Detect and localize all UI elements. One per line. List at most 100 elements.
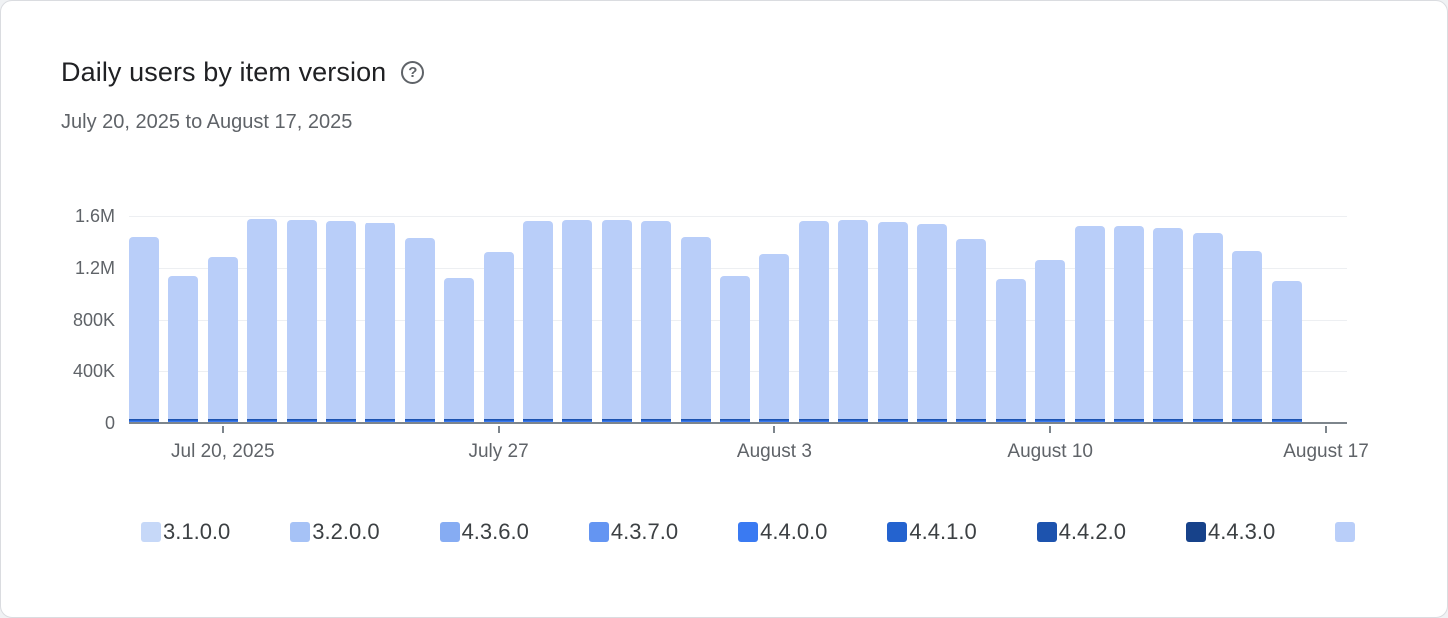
bar-segment-4.4.3.0 — [168, 418, 199, 420]
bar-segment-4.4.0.0 — [1271, 421, 1302, 422]
gridline — [129, 267, 1347, 269]
bar-day-14[interactable] — [641, 220, 672, 423]
help-icon[interactable]: ? — [401, 61, 425, 84]
bar-day-15[interactable] — [680, 236, 711, 423]
bar-day-17[interactable] — [759, 253, 790, 423]
bar-segment-4.4.3.0 — [1271, 418, 1302, 420]
bar-segment-4.4.3.0 — [1153, 418, 1184, 420]
bar-segment-4.4.1.0 — [1271, 420, 1302, 422]
bar-segment-4.4.2.0 — [286, 419, 317, 421]
bar-day-11[interactable] — [523, 220, 553, 423]
bar-day-13[interactable] — [601, 219, 632, 423]
bar-day-24[interactable] — [1035, 260, 1066, 423]
bar-day-2[interactable] — [168, 275, 199, 423]
bar-segment-4.4.2.0 — [1114, 419, 1144, 421]
legend-swatch — [1335, 522, 1356, 542]
bar-segment-4.4.0.0 — [1232, 421, 1263, 422]
bar-day-10[interactable] — [483, 252, 514, 423]
bar-day-4[interactable] — [247, 218, 278, 423]
bar-segment-main — [1035, 260, 1066, 419]
bar-segment-4.4.3.0 — [838, 418, 869, 420]
bar-segment-4.4.3.0 — [404, 418, 435, 420]
bar-day-7[interactable] — [365, 222, 396, 423]
legend-item-4.4.0.0: 4.4.0.0 — [738, 519, 827, 545]
y-axis-label: 1.6M — [74, 206, 115, 226]
bar-segment-main — [798, 221, 829, 419]
bar-segment-4.4.2.0 — [444, 419, 475, 421]
bar-segment-4.4.0.0 — [1114, 421, 1144, 422]
legend-label: 4.3.7.0 — [610, 519, 679, 544]
bar-segment-4.4.0.0 — [798, 421, 829, 422]
bar-segment-main — [956, 239, 987, 419]
bar-segment-4.4.2.0 — [1232, 419, 1263, 421]
bar-day-25[interactable] — [1074, 226, 1105, 423]
legend-swatch — [141, 522, 161, 542]
bar-day-23[interactable] — [995, 278, 1026, 423]
bar-day-22[interactable] — [956, 239, 987, 423]
bar-day-18[interactable] — [798, 221, 829, 423]
bar-segment-4.4.3.0 — [483, 418, 514, 420]
bar-day-20[interactable] — [877, 221, 908, 423]
bar-day-29[interactable] — [1232, 251, 1263, 423]
bar-segment-4.4.3.0 — [207, 418, 238, 420]
bar-segment-4.4.0.0 — [286, 421, 317, 422]
bar-segment-main — [1153, 228, 1184, 419]
legend-item-4.3.6.0: 4.3.6.0 — [439, 519, 529, 545]
bar-segment-main — [1271, 280, 1302, 419]
bar-segment-4.4.1.0 — [1035, 420, 1066, 422]
bar-day-3[interactable] — [207, 257, 238, 423]
x-axis-line — [129, 422, 1347, 424]
legend-swatch — [1036, 522, 1057, 542]
bar-segment-4.4.1.0 — [562, 420, 593, 422]
bar-day-12[interactable] — [562, 219, 593, 423]
bar-day-30[interactable] — [1271, 280, 1302, 423]
x-axis-tick — [221, 426, 224, 433]
bar-segment-main — [759, 253, 790, 419]
bar-segment-4.4.0.0 — [1074, 421, 1105, 422]
bar-day-27[interactable] — [1153, 228, 1184, 423]
bar-segment-4.4.0.0 — [365, 421, 396, 422]
legend-label: 4.3.6.0 — [461, 519, 529, 544]
bar-segment-4.4.2.0 — [601, 419, 632, 421]
bar-segment-main — [207, 257, 238, 419]
legend-swatch — [1185, 522, 1206, 542]
bar-segment-4.4.2.0 — [1153, 419, 1184, 421]
bar-segment-4.4.0.0 — [995, 421, 1026, 422]
bar-day-9[interactable] — [444, 278, 475, 423]
legend-item-4.4.1.0: 4.4.1.0 — [887, 519, 977, 545]
bar-segment-4.4.2.0 — [877, 419, 908, 421]
bar-day-21[interactable] — [917, 223, 947, 423]
bar-segment-4.4.2.0 — [129, 419, 159, 421]
date-range-subtitle: July 20, 2025 to August 17, 2025 — [61, 111, 353, 133]
bar-day-28[interactable] — [1192, 232, 1223, 423]
bar-segment-4.4.1.0 — [680, 420, 711, 422]
y-axis-label: 400K — [72, 361, 115, 382]
bar-segment-4.4.0.0 — [720, 421, 750, 422]
chart-title: Daily users by item version — [61, 57, 387, 87]
bar-day-19[interactable] — [838, 219, 869, 423]
bar-day-16[interactable] — [720, 276, 750, 423]
plot-area — [129, 216, 1347, 433]
bar-day-26[interactable] — [1114, 226, 1144, 423]
bar-day-6[interactable] — [326, 220, 356, 423]
bar-segment-4.4.0.0 — [1153, 421, 1184, 422]
bar-segment-main — [720, 276, 750, 419]
bar-day-5[interactable] — [286, 219, 317, 423]
legend-item-clipped — [1335, 522, 1357, 542]
bar-segment-4.4.0.0 — [247, 421, 278, 422]
bar-segment-4.4.0.0 — [917, 421, 947, 422]
bar-segment-main — [247, 218, 278, 419]
bar-segment-4.4.3.0 — [995, 418, 1026, 420]
bar-segment-4.4.1.0 — [247, 420, 278, 422]
bar-segment-4.4.2.0 — [1074, 419, 1105, 421]
bar-segment-4.4.1.0 — [601, 420, 632, 422]
x-axis-label: Jul 20, 2025 — [171, 441, 275, 462]
bar-segment-4.4.2.0 — [720, 419, 750, 421]
bar-segment-4.4.0.0 — [326, 421, 356, 422]
x-axis: Jul 20, 2025 July 27 August 3 August 10 Augu… — [129, 441, 1369, 467]
bar-day-1[interactable] — [129, 236, 159, 423]
bar-segment-4.4.1.0 — [1074, 420, 1105, 422]
bar-segment-4.4.3.0 — [877, 418, 908, 420]
y-axis-label: 1.2M — [74, 257, 115, 278]
bar-day-8[interactable] — [404, 238, 435, 423]
